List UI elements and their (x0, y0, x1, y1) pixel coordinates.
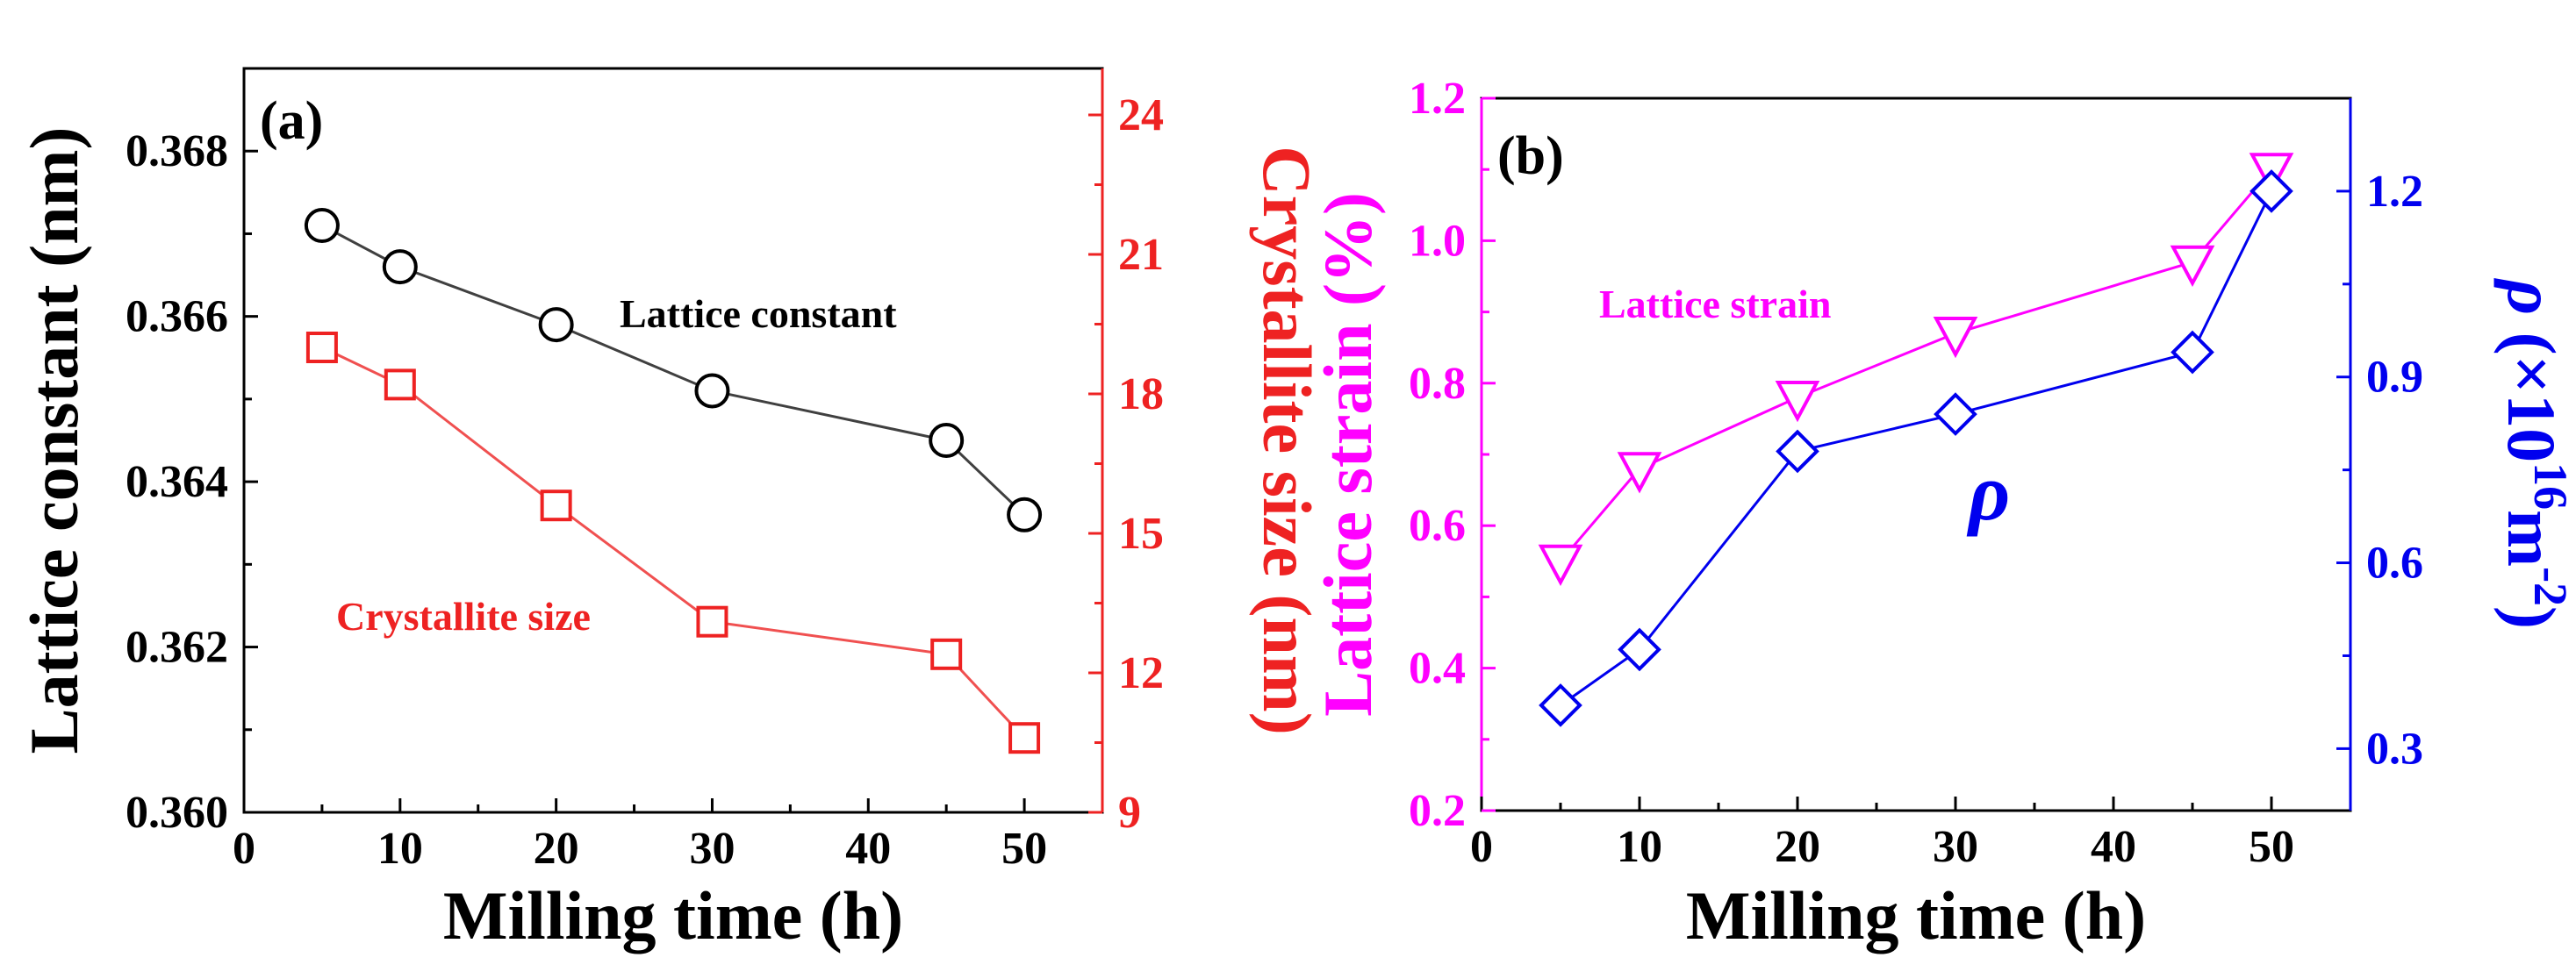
panel-b-x-tick-label: 40 (2091, 822, 2136, 872)
rho-data-point (2171, 330, 2214, 375)
rho-data-point (1776, 429, 1819, 474)
rho-data-point (1618, 627, 1661, 672)
panel-a-left-axis-title: Lattice constant (nm) (16, 127, 92, 754)
panel-b-left-tick-label: 0.6 (1409, 501, 1466, 551)
rho-data-point (2250, 169, 2293, 213)
rho-unit-open: (×10 (2493, 315, 2570, 462)
panel-a-x-tick-label: 10 (377, 824, 423, 874)
panel-b-right-tick-label: 0.6 (2366, 539, 2423, 589)
panel-b-ticks: 0 10 20 30 40 50 0.2 0.4 0.6 0.8 1.0 1.2 0.3 0.6 0.9 1.… (1409, 74, 2423, 872)
panel-b-plot-frame (1480, 96, 2352, 812)
lattice-constant-label: Lattice constant (620, 291, 897, 336)
lattice-constant-data-point (304, 208, 340, 244)
panel-a-x-tick-label: 0 (233, 824, 255, 874)
panel-a-left-tick-label: 0.362 (126, 623, 228, 673)
panel-a-right-tick-label: 12 (1118, 648, 1164, 698)
panel-b-left-tick-label: 1.0 (1409, 216, 1466, 266)
lattice-strain-series-line (1559, 168, 2273, 562)
panel-a-right-tick-label: 24 (1118, 90, 1164, 140)
panel-a-right-axis-title: Crystallite size (nm) (1249, 146, 1325, 734)
panel-b: 0 10 20 30 40 50 0.2 0.4 0.6 0.8 1.0 1.2 0.3 0.6 0.9 1.… (1310, 74, 2576, 954)
panel-b-x-tick-label: 0 (1470, 822, 1493, 872)
crystallite-size-data-point (540, 490, 572, 522)
panel-b-right-tick-label: 0.3 (2366, 724, 2423, 774)
rho-unit-exp-neg2: -2 (2524, 567, 2576, 606)
panel-b-x-tick-label: 20 (1775, 822, 1820, 872)
crystallite-size-data-point (1008, 722, 1041, 754)
rho-unit-exp-16: 16 (2524, 462, 2576, 510)
lattice-constant-series-line (321, 224, 1026, 516)
rho-unit-close: ) (2493, 606, 2570, 629)
panel-a-x-tick-label: 40 (845, 824, 891, 874)
panel-b-left-tick-label: 0.2 (1409, 786, 1466, 836)
rho-data-point (1934, 392, 1977, 436)
lattice-strain-data-point (2170, 245, 2215, 287)
panel-a: 0 10 20 30 40 50 0.360 0.362 0.364 0.366 0.368 9 12 1… (16, 67, 1325, 954)
rho-series-label: ρ (1966, 447, 2010, 537)
panel-a-plot-frame (242, 67, 1104, 814)
panel-a-series (304, 208, 1043, 754)
rho-unit-m: m (2493, 510, 2570, 567)
panel-a-label: (a) (260, 91, 323, 151)
rho-data-point (1539, 683, 1582, 727)
panel-b-series (1538, 153, 2294, 727)
panel-b-left-tick-label: 1.2 (1409, 74, 1466, 124)
lattice-constant-data-point (694, 373, 730, 409)
lattice-strain-data-point (1933, 316, 1978, 359)
panel-b-right-tick-label: 1.2 (2366, 167, 2423, 217)
panel-a-right-tick-label: 18 (1118, 369, 1164, 419)
panel-a-x-axis-title: Milling time (h) (443, 877, 903, 954)
panel-a-right-tick-label: 21 (1118, 230, 1164, 280)
crystallite-size-data-point (384, 368, 416, 401)
panel-b-left-axis-title: Lattice strain (%) (1310, 192, 1386, 717)
lattice-strain-data-point (1775, 381, 1820, 423)
panel-a-left-tick-label: 0.364 (126, 457, 228, 507)
rho-symbol: ρ (2493, 278, 2570, 315)
panel-a-x-tick-label: 20 (534, 824, 579, 874)
panel-b-x-tick-label: 50 (2249, 822, 2294, 872)
panel-b-x-tick-label: 30 (1933, 822, 1978, 872)
lattice-strain-data-point (1538, 544, 1583, 587)
panel-a-left-tick-label: 0.360 (126, 788, 228, 838)
crystallite-size-data-point (305, 332, 338, 363)
panel-b-left-tick-label: 0.8 (1409, 359, 1466, 409)
lattice-constant-data-point (1007, 497, 1043, 532)
lattice-strain-label: Lattice strain (1599, 282, 1831, 326)
panel-a-right-tick-label: 9 (1118, 788, 1141, 838)
crystallite-size-data-point (696, 605, 728, 638)
lattice-constant-data-point (538, 307, 574, 343)
panel-b-x-tick-label: 10 (1617, 822, 1662, 872)
panel-b-x-axis-title: Milling time (h) (1686, 877, 2146, 954)
panel-b-left-tick-label: 0.4 (1409, 644, 1466, 694)
panel-a-ticks: 0 10 20 30 40 50 0.360 0.362 0.364 0.366 0.368 9 12 1… (126, 90, 1164, 874)
rho-series-line (1560, 190, 2273, 707)
panel-a-left-tick-label: 0.366 (126, 292, 228, 342)
panel-a-left-tick-label: 0.368 (126, 126, 228, 176)
crystallite-size-data-point (930, 638, 963, 670)
panel-a-x-tick-label: 30 (689, 824, 735, 874)
panel-b-label: (b) (1497, 126, 1564, 186)
panel-a-x-tick-label: 50 (1001, 824, 1047, 874)
panel-b-right-axis-title: ρ (×1016m-2) (2493, 278, 2576, 629)
lattice-constant-data-point (929, 423, 965, 458)
crystallite-size-label: Crystallite size (336, 594, 591, 639)
panel-a-right-tick-label: 15 (1118, 509, 1164, 559)
lattice-constant-data-point (382, 249, 418, 285)
crystallite-size-series-line (321, 346, 1026, 740)
panel-b-right-tick-label: 0.9 (2366, 353, 2423, 403)
lattice-strain-data-point (1617, 452, 1662, 494)
